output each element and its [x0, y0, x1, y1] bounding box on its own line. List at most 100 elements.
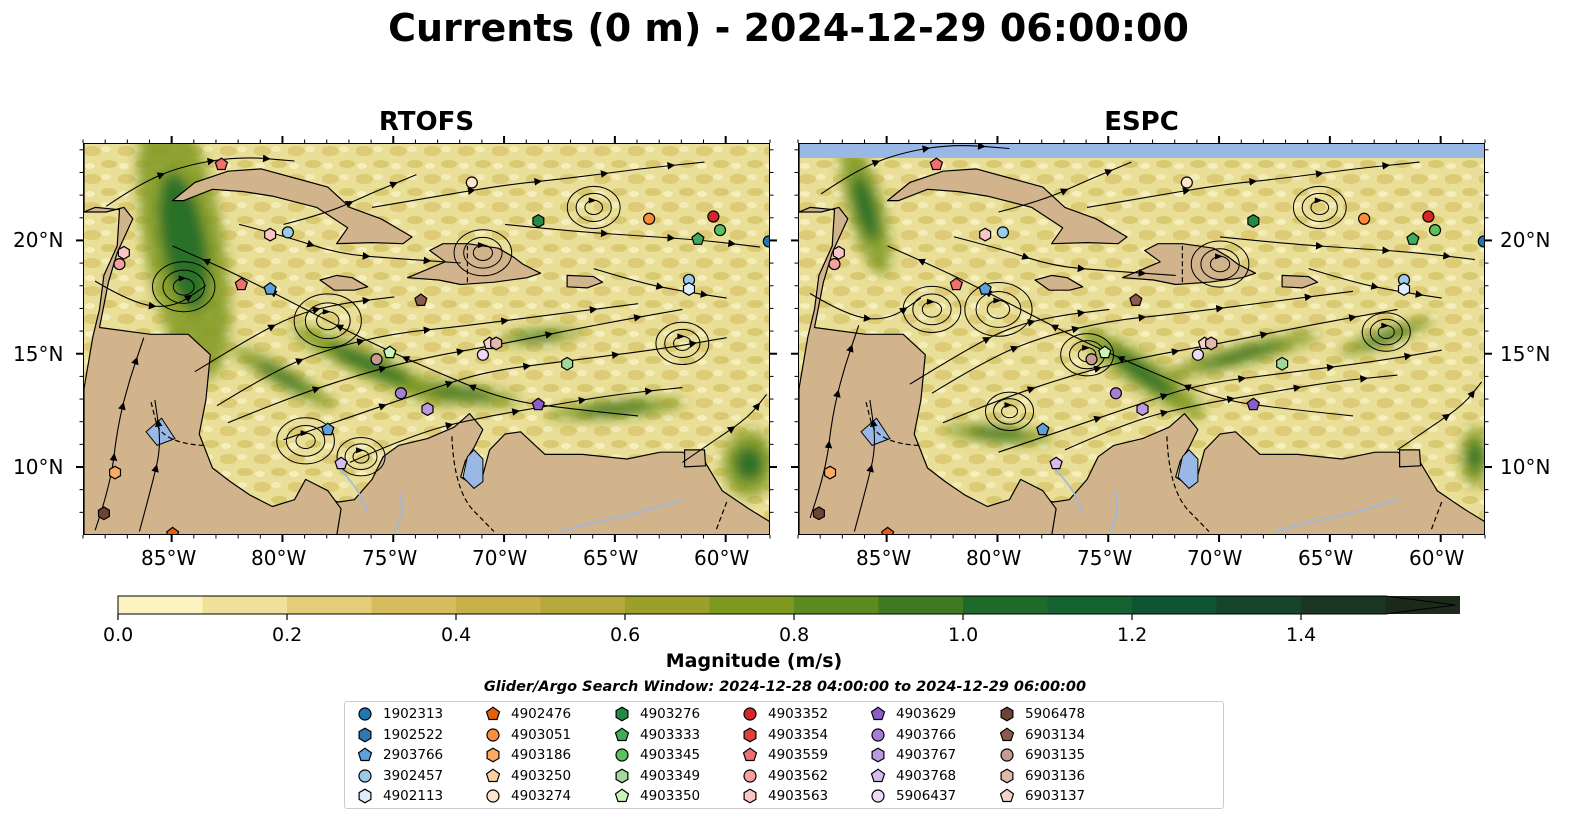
eddy-arrow: [477, 242, 486, 249]
float-marker: [978, 281, 992, 295]
legend-item: 4903345: [614, 745, 700, 765]
eddy: [566, 185, 621, 230]
legend-label: 6903136: [1025, 767, 1086, 784]
legend-label: 5906478: [1025, 706, 1086, 722]
float-marker: [832, 245, 845, 260]
eddy: [575, 192, 612, 223]
float-marker: [762, 235, 769, 248]
legend-item: 4903768: [870, 766, 956, 786]
eddy: [1301, 192, 1338, 223]
eddy: [1292, 185, 1347, 230]
eddy: [912, 293, 952, 326]
country-border: [1166, 436, 1210, 532]
legend-marker-pentagon: [614, 788, 630, 803]
legend-marker: [485, 706, 501, 721]
legend-label: 6903135: [1025, 747, 1086, 764]
country-border: [451, 436, 495, 532]
colorbar-tick: 1.0: [948, 624, 979, 646]
streamline: [809, 293, 922, 322]
streamline: [1308, 268, 1442, 299]
legend-marker: [1000, 748, 1014, 762]
legend-marker: [743, 727, 757, 743]
legend-marker: [357, 747, 373, 762]
map-espc: [799, 144, 1484, 534]
eddy-arrow: [356, 447, 365, 454]
legend-item: 6903134: [999, 725, 1085, 745]
legend-item: 1902313: [357, 704, 443, 724]
colorbar-bin: [118, 596, 203, 614]
colorbar-bin: [456, 596, 541, 614]
colorbar-bin: [371, 596, 457, 614]
eddy-arrow: [322, 308, 331, 315]
streamline: [998, 161, 1132, 213]
float-marker: [165, 526, 180, 534]
float-marker: [1109, 387, 1123, 400]
legend-item: 4903274: [485, 786, 571, 806]
float-marker: [264, 227, 277, 242]
river: [560, 498, 683, 533]
float-marker: [682, 282, 696, 296]
float-marker: [561, 356, 574, 371]
lon-label: 85°W: [141, 546, 197, 570]
float-marker: [214, 157, 229, 171]
legend-item: 3902457: [357, 766, 443, 786]
colorbar-bin: [1301, 596, 1386, 614]
lon-label: 70°W: [1187, 546, 1243, 570]
legend-item: 4902113: [357, 786, 443, 806]
legend-marker: [486, 747, 500, 763]
legend-marker-circle: [871, 789, 885, 803]
legend-label: 4903345: [640, 747, 701, 764]
float-marker: [1191, 348, 1205, 361]
legend-marker-circle: [486, 789, 500, 803]
legend-item: 6903136: [999, 766, 1085, 786]
float-markers: [97, 157, 769, 534]
colorbar-bin: [1216, 596, 1302, 614]
streamline: [105, 154, 295, 207]
float-marker: [263, 281, 277, 295]
colorbar-tick: 1.4: [1286, 624, 1317, 646]
lat-label: 15°N: [1500, 342, 1551, 366]
legend-item: 4903350: [614, 786, 700, 806]
float-marker: [996, 226, 1009, 239]
lake: [1177, 449, 1199, 490]
legend-marker-circle: [743, 707, 757, 721]
legend-label: 4903186: [511, 747, 572, 764]
legend-item: 6903135: [999, 745, 1085, 765]
float-marker: [1085, 353, 1098, 366]
legend-label: 4903274: [511, 788, 572, 805]
legend-item: 4903186: [485, 745, 571, 765]
legend-marker: [870, 706, 886, 721]
eddy: [304, 302, 351, 340]
legend-marker-circle: [1000, 748, 1014, 762]
float-marker: [824, 465, 837, 480]
lon-label: 65°W: [1298, 546, 1354, 570]
eddy-arrow: [178, 275, 187, 282]
eddy: [986, 300, 1011, 319]
legend-marker: [871, 727, 885, 742]
float-marker: [394, 387, 408, 400]
land-puertoRico: [566, 274, 604, 289]
eddy: [673, 335, 692, 351]
figure-title: Currents (0 m) - 2024-12-29 06:00:00: [388, 6, 1189, 50]
eddy: [344, 443, 378, 470]
legend-label: 4903051: [511, 726, 572, 743]
float-marker: [421, 402, 434, 417]
lat-label: 20°N: [1500, 228, 1551, 252]
float-marker: [281, 226, 294, 239]
legend-item: 4903354: [742, 725, 828, 745]
streamline: [809, 325, 860, 519]
map-rtofs: [84, 144, 769, 534]
colorbar-tick: 0.8: [779, 624, 810, 646]
float-marker: [97, 506, 110, 521]
lon-label: 60°W: [694, 546, 750, 570]
legend-item: 4903333: [614, 725, 700, 745]
float-marker: [1180, 176, 1193, 189]
colorbar: [117, 595, 1460, 620]
legend-marker: [743, 788, 757, 804]
eddy: [921, 301, 943, 318]
streamline: [349, 387, 683, 463]
legend-label: 4903250: [511, 767, 572, 784]
legend-label: 4903767: [896, 747, 957, 764]
lon-label: 65°W: [583, 546, 639, 570]
eddy: [1209, 255, 1231, 273]
